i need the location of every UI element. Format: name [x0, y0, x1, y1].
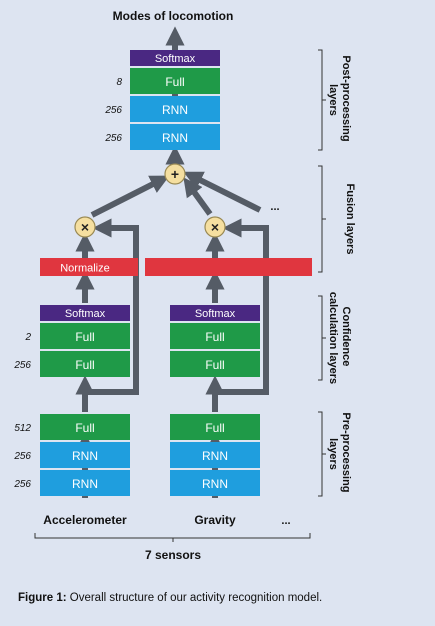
pre-processing-stack-accelerometer: Full RNN RNN	[40, 414, 130, 496]
normalize-bar-right	[145, 258, 312, 276]
confidence-grav-layer-label: Full	[205, 330, 224, 344]
normalize-bar-left	[40, 258, 138, 276]
confidence-stack-gravity: Softmax Full Full	[170, 305, 260, 377]
sensor-label-accelerometer: Accelerometer	[43, 513, 127, 527]
sensors-bracket	[34, 533, 311, 539]
layer-size-label: 256	[13, 479, 31, 490]
arrow-more-to-plus	[183, 171, 262, 213]
sensor-ellipsis: ...	[281, 515, 290, 527]
confidence-grav-layer-softmax	[170, 305, 260, 321]
pre-acc-layer-label: RNN	[72, 449, 98, 463]
layer-size-label: 256	[104, 133, 122, 144]
architecture-diagram: Modes of locomotion Soft	[13, 9, 356, 562]
figure-caption: Figure 1: Overall structure of our activ…	[18, 592, 428, 604]
pre-grav-layer-full	[170, 414, 260, 440]
caption-prefix: Figure 1:	[18, 592, 67, 604]
confidence-grav-layer-full	[170, 323, 260, 349]
confidence-grav-layer-label: Full	[205, 358, 224, 372]
arrow-grav-skip	[215, 218, 269, 395]
layer-size-label: 2	[24, 332, 31, 343]
normalize-label: Normalize	[60, 263, 110, 275]
times-symbol: ×	[211, 219, 219, 235]
layer-size-label: 256	[13, 360, 31, 371]
label-post-processing-line2: layers	[327, 84, 339, 116]
pre-grav-layer-label: RNN	[202, 449, 228, 463]
pre-grav-layer-rnn	[170, 470, 260, 496]
post-layer-rnn	[130, 124, 220, 150]
times-symbol: ×	[81, 219, 89, 235]
confidence-acc-layer-full	[40, 351, 130, 377]
confidence-acc-layer-full	[40, 323, 130, 349]
post-layer-label: RNN	[162, 103, 188, 117]
caption-text: Overall structure of our activity recogn…	[66, 592, 323, 604]
right-brackets	[318, 49, 326, 497]
pre-acc-layer-full	[40, 414, 130, 440]
pre-acc-layer-rnn	[40, 470, 130, 496]
confidence-acc-layer-label: Full	[75, 358, 94, 372]
normalize-layer: Normalize	[40, 258, 312, 276]
bracket-post	[318, 49, 323, 151]
times-node-accelerometer: ×	[74, 216, 96, 238]
pre-acc-layer-rnn	[40, 442, 130, 468]
pre-processing-stack-gravity: Full RNN RNN	[170, 414, 260, 496]
bracket-pre	[318, 411, 323, 497]
post-layer-label: RNN	[162, 131, 188, 145]
arrow-acc-skip	[85, 218, 139, 395]
confidence-acc-layer-label: Softmax	[65, 308, 106, 320]
label-confidence-line2: calculation layers	[327, 292, 339, 384]
confidence-grav-layer-full	[170, 351, 260, 377]
layer-size-label: 512	[14, 423, 31, 434]
pre-grav-layer-rnn	[170, 442, 260, 468]
pre-acc-layer-label: Full	[75, 421, 94, 435]
post-layer-label: Softmax	[155, 53, 196, 65]
label-post-processing-line1: Post-processing	[340, 55, 352, 141]
times-node-gravity: ×	[204, 216, 226, 238]
confidence-stack-accelerometer: Softmax Full Full	[40, 305, 130, 377]
pre-grav-layer-label: Full	[205, 421, 224, 435]
post-layer-rnn	[130, 96, 220, 122]
pre-acc-layer-label: RNN	[72, 477, 98, 491]
confidence-grav-layer-label: Softmax	[195, 308, 236, 320]
layer-size-label: 256	[104, 105, 122, 116]
post-layer-softmax	[130, 50, 220, 66]
post-layer-full	[130, 68, 220, 94]
layer-size-label: 256	[13, 451, 31, 462]
post-layer-label: Full	[165, 75, 184, 89]
sensors-count-label: 7 sensors	[145, 548, 201, 562]
confidence-acc-layer-softmax	[40, 305, 130, 321]
plus-node: +	[164, 163, 186, 185]
label-fusion: Fusion layers	[344, 184, 356, 255]
bracket-confidence	[318, 295, 323, 381]
output-label: Modes of locomotion	[113, 9, 234, 23]
label-confidence: Confidence calculation layers	[327, 292, 352, 384]
arrow-grav-times-to-plus	[183, 177, 213, 216]
bracket-fusion	[318, 165, 323, 273]
label-pre-processing: Pre-processing layers	[327, 412, 352, 495]
fusion-ellipsis: ...	[270, 201, 279, 213]
sensor-label-gravity: Gravity	[194, 513, 236, 527]
confidence-acc-layer-label: Full	[75, 330, 94, 344]
label-pre-processing-line2: layers	[327, 438, 339, 470]
label-confidence-line1: Confidence	[340, 307, 352, 367]
label-post-processing: Post-processing layers	[327, 55, 352, 144]
layer-size-label: 8	[116, 77, 122, 88]
plus-symbol: +	[171, 166, 179, 182]
label-pre-processing-line1: Pre-processing	[340, 412, 352, 492]
post-processing-stack: Softmax Full RNN RNN	[130, 50, 220, 150]
pre-grav-layer-label: RNN	[202, 477, 228, 491]
arrow-acc-times-to-plus	[90, 175, 170, 218]
layer-sizes: 8 256 256 2 256 512 256 256	[13, 77, 122, 490]
